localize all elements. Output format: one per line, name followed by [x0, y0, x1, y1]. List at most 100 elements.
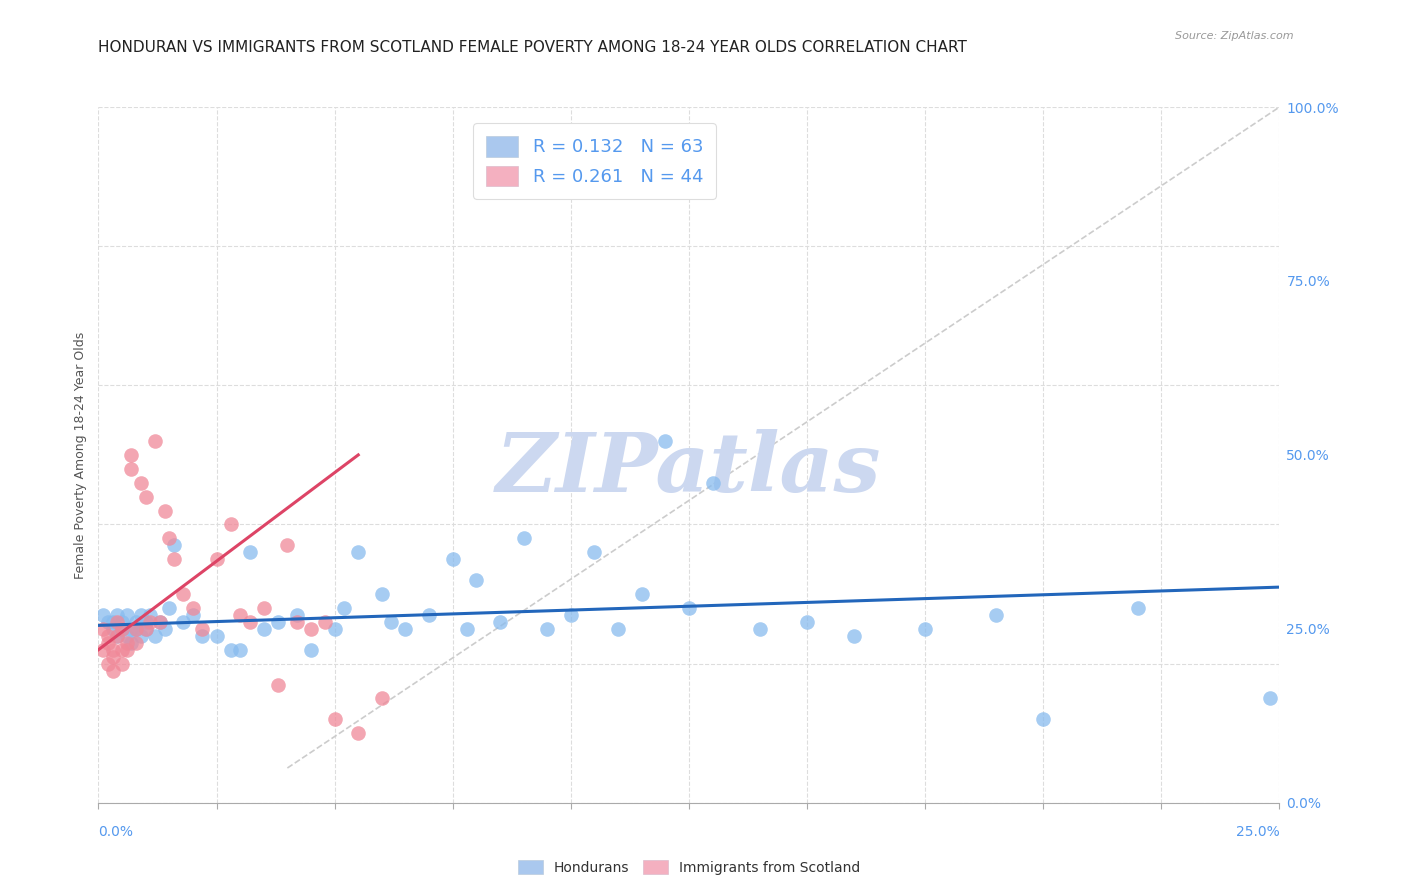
Point [191, 622, 214, 636]
Point [105, 615, 128, 629]
Point [115, 642, 138, 657]
Point [111, 622, 134, 636]
Point [253, 601, 276, 615]
Point [347, 545, 370, 559]
Point [239, 545, 262, 559]
Point [139, 615, 162, 629]
Point [121, 462, 143, 476]
Point [285, 607, 308, 622]
Point [702, 475, 724, 490]
Point [607, 622, 630, 636]
Point [229, 642, 252, 657]
Point [121, 448, 143, 462]
Point [299, 622, 322, 636]
Point [394, 622, 416, 636]
Point [314, 615, 336, 629]
Point [135, 615, 157, 629]
Point [163, 552, 186, 566]
Point [333, 601, 356, 615]
Point [129, 607, 152, 622]
Point [157, 532, 180, 546]
Point [654, 434, 676, 448]
Point [163, 538, 186, 552]
Point [125, 622, 148, 636]
Point [253, 622, 276, 636]
Point [172, 587, 194, 601]
Point [181, 607, 204, 622]
Point [796, 615, 818, 629]
Point [91, 622, 114, 636]
Point [143, 434, 166, 448]
Point [219, 642, 242, 657]
Point [489, 615, 512, 629]
Point [105, 629, 128, 643]
Point [205, 552, 228, 566]
Point [111, 642, 134, 657]
Text: HONDURAN VS IMMIGRANTS FROM SCOTLAND FEMALE POVERTY AMONG 18-24 YEAR OLDS CORREL: HONDURAN VS IMMIGRANTS FROM SCOTLAND FEM… [98, 40, 967, 55]
Point [157, 601, 180, 615]
Point [371, 691, 394, 706]
Point [456, 622, 478, 636]
Point [984, 607, 1007, 622]
Point [418, 607, 440, 622]
Point [91, 607, 114, 622]
Point [115, 607, 138, 622]
Point [97, 636, 120, 650]
Point [105, 629, 128, 643]
Point [583, 545, 606, 559]
Point [441, 552, 464, 566]
Point [91, 642, 114, 657]
Point [465, 573, 488, 587]
Point [143, 629, 166, 643]
Point [205, 629, 228, 643]
Point [678, 601, 700, 615]
Point [560, 607, 582, 622]
Legend: Hondurans, Immigrants from Scotland: Hondurans, Immigrants from Scotland [512, 855, 866, 880]
Point [371, 587, 394, 601]
Point [536, 622, 558, 636]
Legend: R = 0.132   N = 63, R = 0.261   N = 44: R = 0.132 N = 63, R = 0.261 N = 44 [472, 123, 716, 199]
Point [115, 636, 138, 650]
Point [115, 629, 138, 643]
Point [121, 636, 143, 650]
Point [748, 622, 770, 636]
Point [267, 615, 290, 629]
Point [181, 601, 204, 615]
Point [323, 622, 346, 636]
Point [285, 615, 308, 629]
Point [101, 649, 124, 664]
Point [97, 629, 120, 643]
Point [121, 622, 143, 636]
Point [380, 615, 402, 629]
Point [914, 622, 936, 636]
Point [219, 517, 242, 532]
Point [239, 615, 262, 629]
Point [125, 622, 148, 636]
Point [135, 622, 157, 636]
Point [149, 615, 172, 629]
Point [129, 475, 152, 490]
Point [135, 490, 157, 504]
Text: 25.0%: 25.0% [1236, 825, 1279, 839]
Point [512, 532, 534, 546]
Point [630, 587, 652, 601]
Point [111, 615, 134, 629]
Point [172, 615, 194, 629]
Point [111, 657, 134, 671]
Y-axis label: Female Poverty Among 18-24 Year Olds: Female Poverty Among 18-24 Year Olds [75, 331, 87, 579]
Text: 0.0%: 0.0% [98, 825, 134, 839]
Point [101, 642, 124, 657]
Point [101, 622, 124, 636]
Point [276, 538, 298, 552]
Point [267, 677, 290, 691]
Point [844, 629, 866, 643]
Point [135, 622, 157, 636]
Point [111, 622, 134, 636]
Point [105, 607, 128, 622]
Point [323, 712, 346, 726]
Point [97, 615, 120, 629]
Point [153, 622, 176, 636]
Point [1258, 691, 1281, 706]
Point [347, 726, 370, 740]
Point [97, 657, 120, 671]
